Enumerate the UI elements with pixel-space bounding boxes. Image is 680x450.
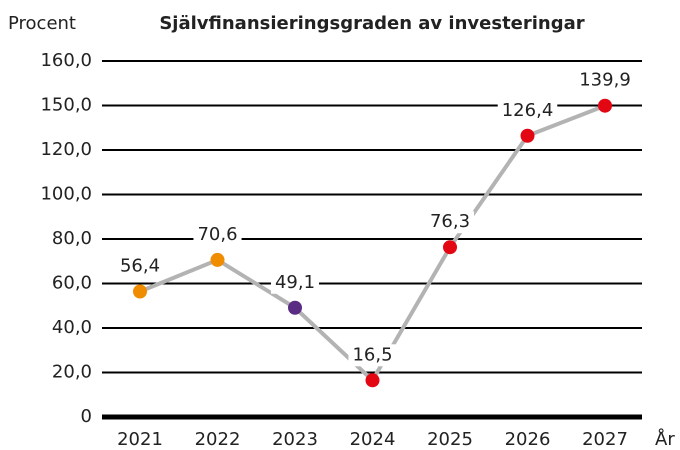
data-label-bg [270, 271, 320, 294]
y-tick-label: 20,0 [52, 362, 92, 383]
x-tick-label: 2024 [350, 429, 396, 450]
y-axis-label: Procent [8, 13, 76, 34]
data-label-bg [348, 344, 397, 367]
data-label: 139,9 [579, 70, 631, 91]
y-tick-label: 80,0 [52, 228, 92, 249]
data-label-bg [425, 211, 475, 234]
data-point [443, 240, 457, 255]
x-tick-label: 2027 [582, 429, 628, 450]
x-tick-label: 2021 [117, 429, 163, 450]
data-label-bg [115, 255, 165, 278]
x-tick-label: 2026 [505, 429, 551, 450]
y-tick-label: 60,0 [52, 273, 92, 294]
data-label: 56,4 [120, 256, 160, 277]
data-point [210, 252, 225, 267]
data-label: 70,6 [197, 224, 237, 245]
data-label: 126,4 [502, 100, 554, 121]
y-tick-label: 160,0 [40, 50, 92, 71]
y-tick-label: 120,0 [40, 139, 92, 160]
data-point [365, 373, 380, 388]
data-point [520, 128, 535, 143]
x-axis-label: År [655, 428, 675, 450]
x-tick-label: 2023 [272, 429, 318, 450]
y-tick-label: 150,0 [40, 95, 92, 116]
data-label: 76,3 [430, 211, 470, 232]
y-tick-label: 100,0 [40, 184, 92, 205]
x-tick-label: 2025 [427, 429, 473, 450]
data-point [288, 300, 302, 315]
x-tick-label: 2022 [195, 429, 241, 450]
data-label-bg [193, 223, 242, 246]
data-label-bg [575, 69, 635, 92]
data-label-bg [497, 99, 558, 122]
data-label: 49,1 [275, 272, 315, 293]
y-tick-label: 0 [81, 406, 92, 427]
data-point [598, 98, 612, 113]
data-label: 16,5 [352, 344, 392, 365]
data-point [133, 284, 147, 299]
y-tick-label: 40,0 [52, 317, 92, 338]
chart-title: Självfinansieringsgraden av investeringa… [159, 13, 584, 34]
